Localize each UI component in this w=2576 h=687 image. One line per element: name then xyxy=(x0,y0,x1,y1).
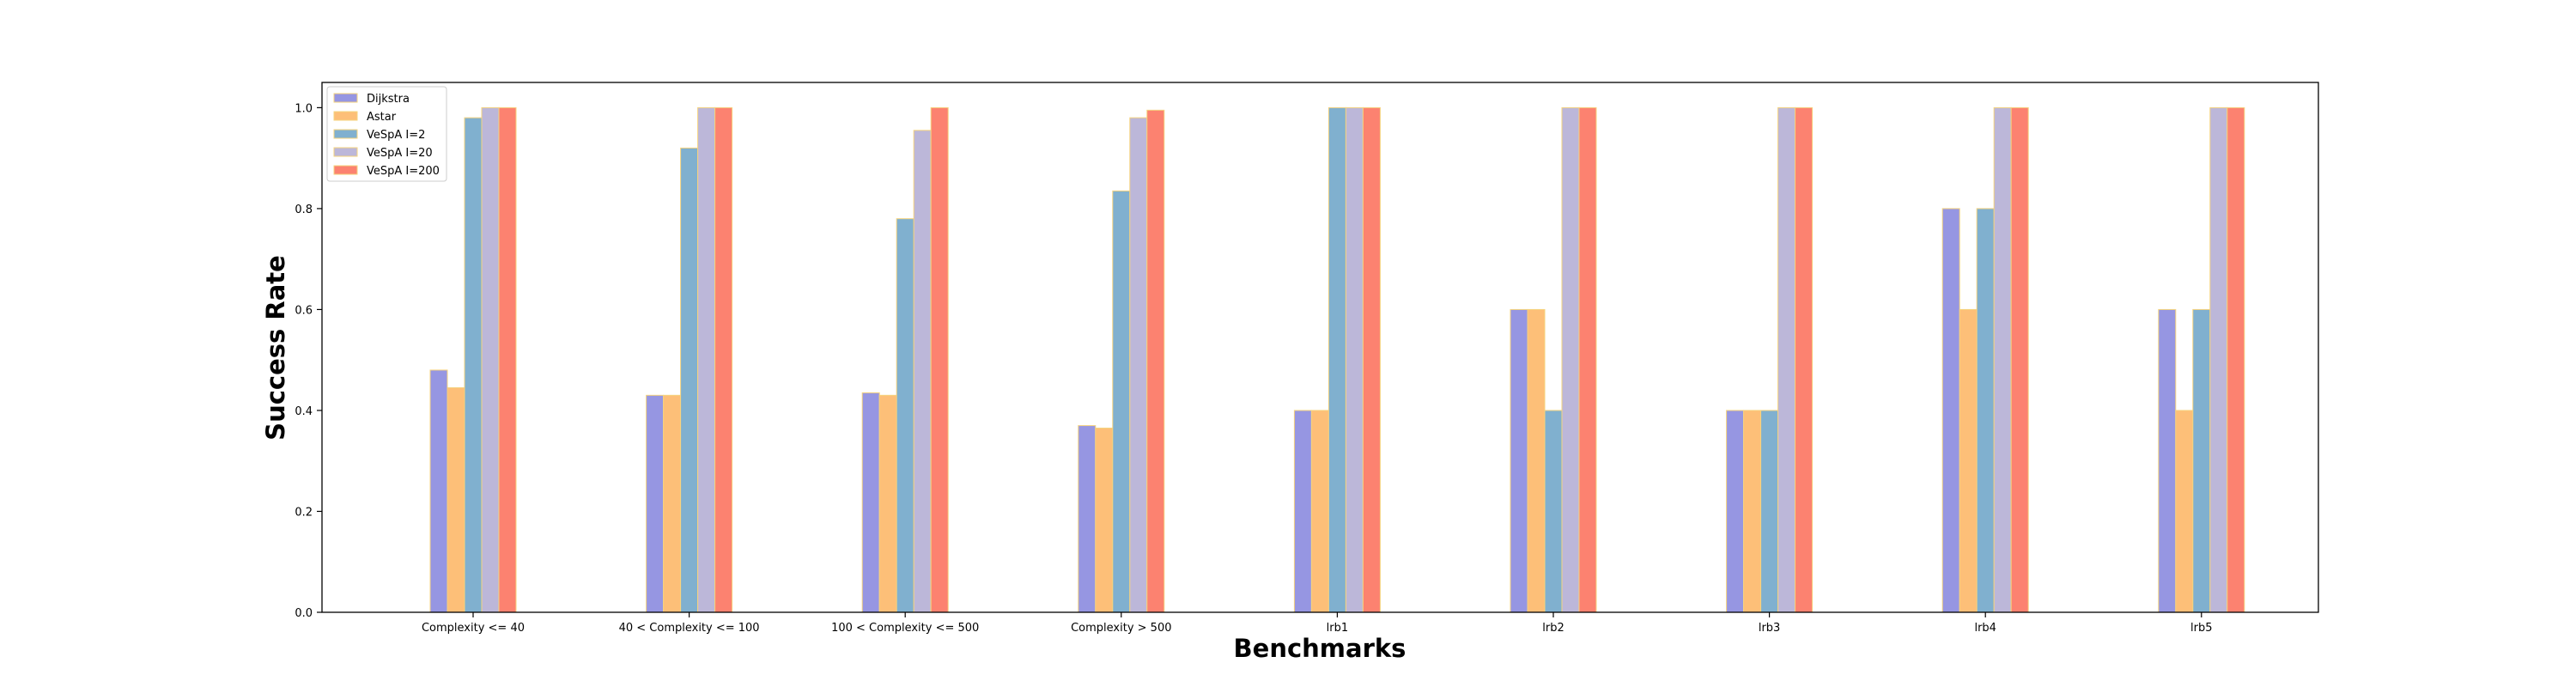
x-tick-label: lrb1 xyxy=(1327,622,1348,635)
bar xyxy=(714,106,733,613)
bar xyxy=(464,117,483,613)
bar xyxy=(680,147,699,613)
legend: Dijkstra Astar VeSpA I=2 VeSpA I=20 VeSpA I=… xyxy=(326,86,447,182)
bar xyxy=(1561,106,1580,613)
bar xyxy=(1345,106,1364,613)
bar xyxy=(646,394,665,613)
x-tick-label: lrb2 xyxy=(1542,622,1564,635)
bar xyxy=(1310,410,1329,613)
legend-swatch xyxy=(333,111,358,121)
x-axis: Complexity <= 40 40 < Complexity <= 100 10… xyxy=(422,612,2213,635)
plot-frame xyxy=(321,82,2319,613)
bar xyxy=(2158,308,2177,613)
bar xyxy=(1510,308,1528,613)
x-tick-label: lrb4 xyxy=(1974,622,1996,635)
bar xyxy=(1129,117,1148,613)
bar xyxy=(697,106,716,613)
y-tick-label: 0.0 xyxy=(295,607,313,620)
bar xyxy=(1095,428,1114,613)
legend-swatch xyxy=(333,129,358,139)
legend-label: VeSpA I=20 xyxy=(367,147,433,160)
legend-label: VeSpA I=2 xyxy=(367,129,425,142)
x-tick-label: Complexity > 500 xyxy=(1071,622,1171,635)
y-tick-label: 0.8 xyxy=(295,204,313,216)
bar xyxy=(913,130,932,613)
bar xyxy=(1795,106,1814,613)
x-tick-label: 100 < Complexity <= 500 xyxy=(831,622,979,635)
bar xyxy=(1078,425,1097,613)
bar xyxy=(447,387,465,613)
bar xyxy=(1993,106,2012,613)
x-axis-title: Benchmarks xyxy=(1234,634,1406,663)
bar xyxy=(2010,106,2029,613)
bar xyxy=(1760,410,1779,613)
bar xyxy=(2227,106,2245,613)
bar xyxy=(1976,208,1995,613)
y-tick-label: 0.2 xyxy=(295,506,313,519)
legend-swatch xyxy=(333,93,358,103)
bar xyxy=(2175,410,2194,613)
bar xyxy=(1941,208,1960,613)
legend-box xyxy=(326,86,447,182)
bar xyxy=(1578,106,1597,613)
bar xyxy=(1146,109,1165,613)
bar xyxy=(878,394,897,613)
legend-swatch xyxy=(333,147,358,157)
x-tick-label: 40 < Complexity <= 100 xyxy=(619,622,760,635)
legend-swatch xyxy=(333,165,358,175)
y-tick-label: 0.4 xyxy=(295,405,313,418)
bar xyxy=(1544,410,1563,613)
bar xyxy=(1959,308,1978,613)
bar xyxy=(1726,410,1745,613)
x-tick-label: lrb5 xyxy=(2190,622,2212,635)
bar xyxy=(1527,308,1546,613)
x-tick-label: lrb3 xyxy=(1759,622,1780,635)
x-tick-label: Complexity <= 40 xyxy=(422,622,525,635)
bar xyxy=(1362,106,1381,613)
y-tick-label: 0.6 xyxy=(295,304,313,317)
bar xyxy=(2209,106,2228,613)
bar xyxy=(481,106,500,613)
bar xyxy=(498,106,517,613)
legend-label: Dijkstra xyxy=(367,93,410,106)
bar xyxy=(663,394,682,613)
bar xyxy=(1112,190,1131,613)
y-axis-title: Success Rate xyxy=(261,255,290,441)
legend-label: VeSpA I=200 xyxy=(367,165,440,178)
bar xyxy=(1743,410,1762,613)
bar xyxy=(1293,410,1312,613)
bar xyxy=(429,369,448,613)
bar xyxy=(861,392,880,613)
y-tick-label: 1.0 xyxy=(295,102,313,115)
bar xyxy=(1777,106,1796,613)
bar xyxy=(2192,308,2211,613)
legend-label: Astar xyxy=(367,111,397,124)
bar xyxy=(930,106,949,613)
bar xyxy=(1327,106,1346,613)
y-axis: 0.0 0.2 0.4 0.6 0.8 1.0 xyxy=(295,102,322,620)
bar xyxy=(896,218,914,613)
